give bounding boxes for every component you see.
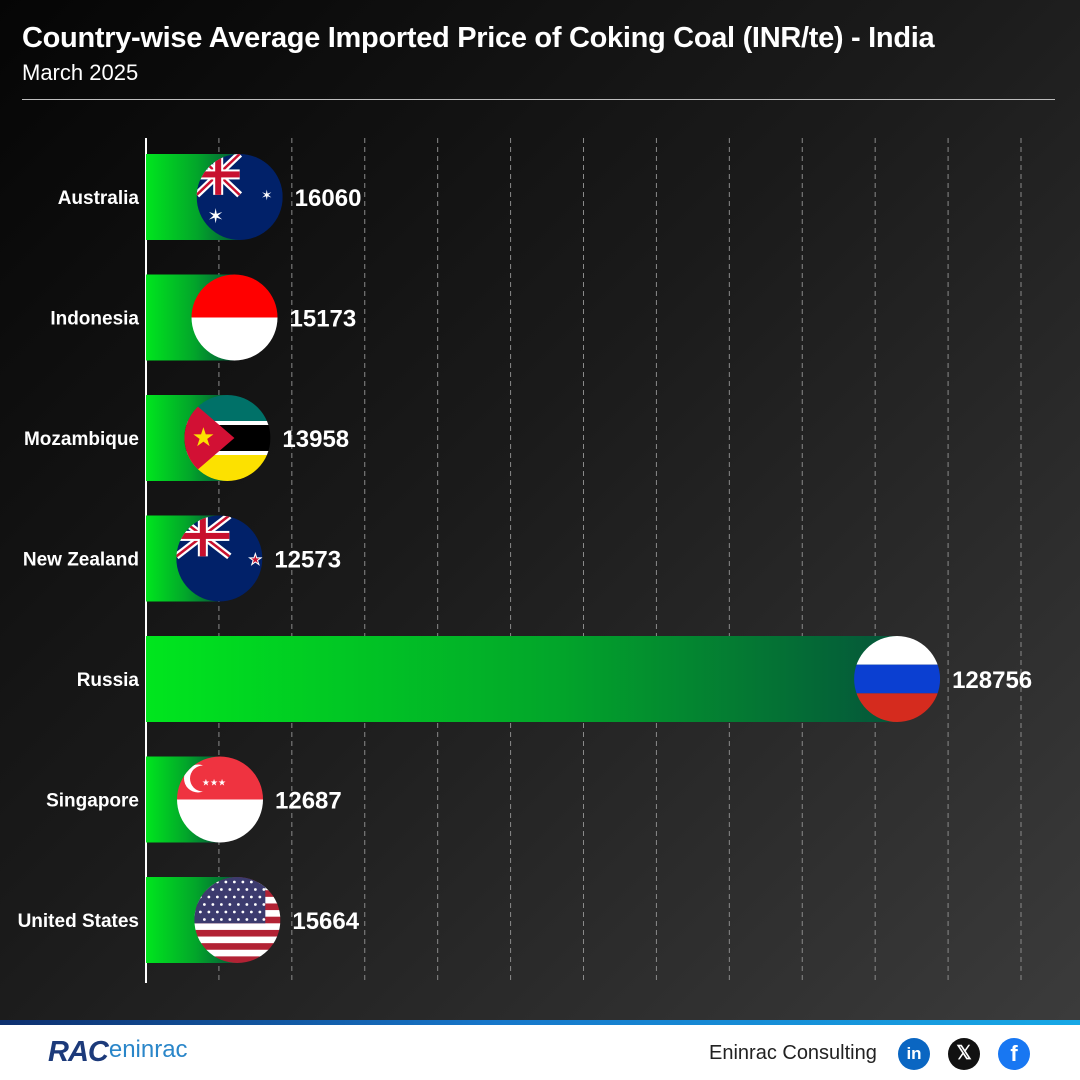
mozambique-flag: ★ [184,395,271,481]
footer-gradient-band [0,1020,1080,1025]
value-label: 15173 [290,306,357,333]
x-icon[interactable]: 𝕏 [948,1038,980,1070]
svg-text:★★★: ★★★ [202,778,226,788]
logo-rac-text: RAC [48,1036,109,1068]
new-zealand-flag: ★ [176,515,263,602]
russia-flag [854,636,941,722]
category-label: Australia [58,188,140,209]
singapore-flag: ★★★ [177,756,264,843]
bar [146,636,898,722]
svg-text:★: ★ [249,552,262,569]
title-divider [22,99,1055,100]
australia-flag: ✶✶ [196,154,283,240]
footer: RACeninrac Eninrac Consulting in 𝕏 f [0,1020,1080,1080]
value-label: 12687 [275,788,342,815]
value-label: 128756 [952,667,1032,694]
logo-eninrac-text: eninrac [108,1035,188,1063]
chart-subtitle: March 2025 [22,60,139,85]
category-label: Singapore [46,791,139,812]
value-label: 16060 [295,185,362,212]
svg-text:✶: ✶ [207,206,224,228]
brand-name: Eninrac Consulting [709,1042,877,1064]
category-label: United States [18,911,139,932]
category-label: Russia [77,670,140,691]
value-label: 13958 [282,426,349,453]
eninrac-logo[interactable]: RACeninrac [48,1036,188,1070]
chart-title: Country-wise Average Imported Price of C… [22,22,935,54]
svg-text:★: ★ [192,422,215,452]
united-states-flag [194,877,281,963]
indonesia-flag [191,274,278,361]
category-label: Indonesia [50,309,139,330]
value-label: 12573 [274,547,341,574]
category-label: New Zealand [23,550,139,571]
value-label: 15664 [292,908,359,935]
facebook-icon[interactable]: f [998,1038,1030,1070]
linkedin-icon[interactable]: in [898,1038,930,1070]
svg-text:✶: ✶ [261,187,273,203]
category-label: Mozambique [24,429,139,450]
